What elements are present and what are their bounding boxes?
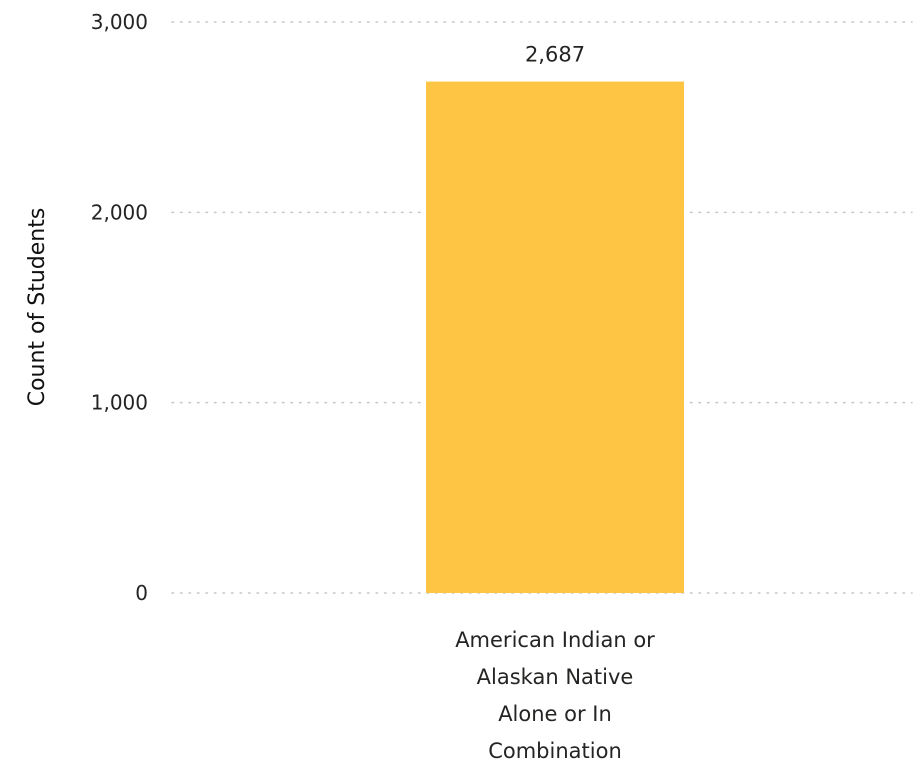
x-category-label-line: American Indian or <box>455 628 655 652</box>
y-tick-label: 3,000 <box>91 10 148 34</box>
bar[interactable] <box>426 81 684 593</box>
x-category-label-line: Combination <box>488 739 622 763</box>
y-axis-title: Count of Students <box>25 208 50 407</box>
y-tick-label: 0 <box>135 581 148 605</box>
x-category-label-line: Alaskan Native <box>477 665 634 689</box>
y-tick-label: 2,000 <box>91 200 148 224</box>
bars <box>426 81 684 593</box>
data-labels: 2,687 <box>525 43 585 67</box>
y-tick-label: 1,000 <box>91 391 148 415</box>
x-axis-category-labels: American Indian or Alaskan Native Alone or… <box>455 628 655 763</box>
y-axis-ticks: 0 1,000 2,000 3,000 <box>91 10 148 605</box>
x-category-label-line: Alone or In <box>498 702 612 726</box>
bar-data-label: 2,687 <box>525 43 585 67</box>
